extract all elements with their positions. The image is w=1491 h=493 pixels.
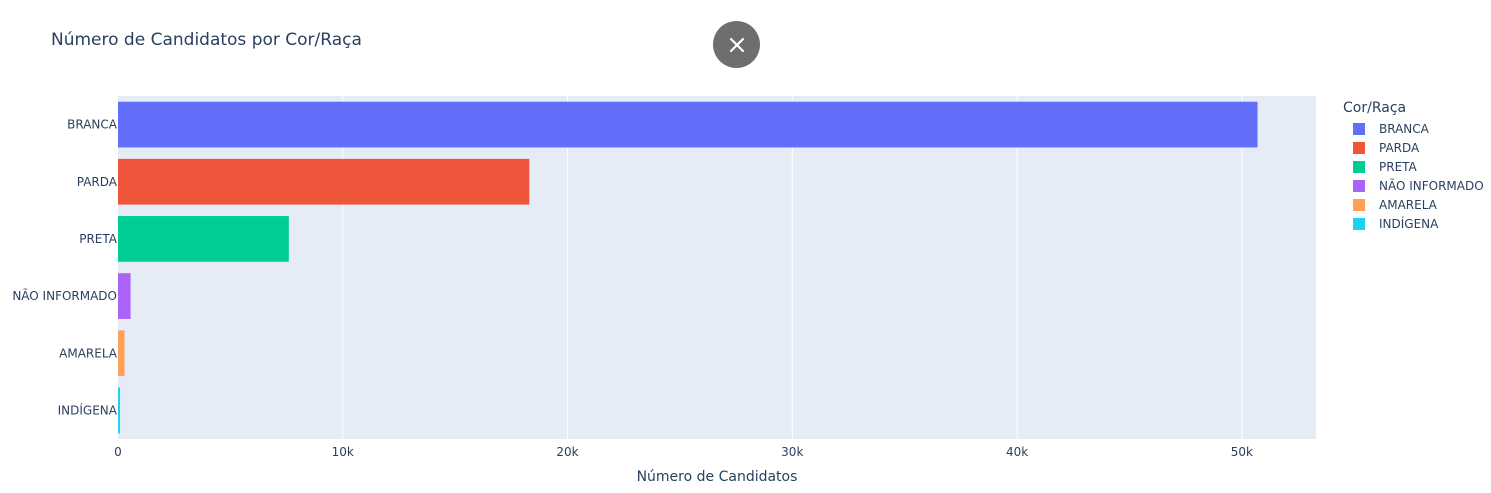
bar-parda <box>118 158 530 205</box>
y-tick-label: AMARELA <box>59 346 118 360</box>
legend-swatch <box>1353 141 1365 154</box>
bar-preta <box>118 216 289 262</box>
legend-label: NÃO INFORMADO <box>1379 178 1484 193</box>
legend-item[interactable]: AMARELA <box>1343 195 1484 214</box>
close-icon <box>729 37 744 52</box>
y-tick-label: NÃO INFORMADO <box>12 288 117 303</box>
legend-item[interactable]: PARDA <box>1343 138 1484 157</box>
bar-ind-gena <box>118 387 121 434</box>
x-tick-label: 0 <box>114 445 122 459</box>
legend-swatch <box>1353 217 1365 230</box>
legend-item[interactable]: PRETA <box>1343 157 1484 176</box>
x-tick-label: 40k <box>1006 445 1028 459</box>
legend-label: PRETA <box>1379 159 1417 174</box>
legend-title: Cor/Raça <box>1343 100 1407 116</box>
y-tick-label: INDÍGENA <box>58 402 118 417</box>
legend-item[interactable]: NÃO INFORMADO <box>1343 176 1484 195</box>
plot-background <box>118 96 1316 439</box>
y-tick-label: BRANCA <box>67 118 118 132</box>
x-tick-label: 20k <box>556 445 578 459</box>
close-button[interactable] <box>713 21 760 68</box>
legend-swatch <box>1353 160 1365 173</box>
chart-title: Número de Candidatos por Cor/Raça <box>51 30 362 50</box>
x-tick-label: 50k <box>1231 445 1253 459</box>
legend-swatch <box>1353 122 1365 135</box>
legend-label: BRANCA <box>1379 121 1429 136</box>
legend-label: PARDA <box>1379 140 1420 155</box>
legend-swatch <box>1353 198 1365 211</box>
legend-label: AMARELA <box>1379 197 1437 212</box>
legend-item[interactable]: BRANCA <box>1343 119 1484 138</box>
x-axis-title: Número de Candidatos <box>637 469 798 485</box>
y-tick-label: PARDA <box>77 175 118 189</box>
legend-swatch <box>1353 179 1365 192</box>
legend: Cor/Raça BRANCA PARDA PRETA NÃO INFORMADO AM… <box>1343 100 1484 233</box>
bar-branca <box>118 101 1258 148</box>
x-tick-label: 10k <box>332 445 354 459</box>
bar-n-o-informado <box>118 273 131 319</box>
legend-label: INDÍGENA <box>1379 216 1439 231</box>
x-tick-label: 30k <box>781 445 803 459</box>
y-tick-label: PRETA <box>79 232 118 246</box>
legend-item[interactable]: INDÍGENA <box>1343 214 1484 233</box>
bar-amarela <box>118 330 125 377</box>
